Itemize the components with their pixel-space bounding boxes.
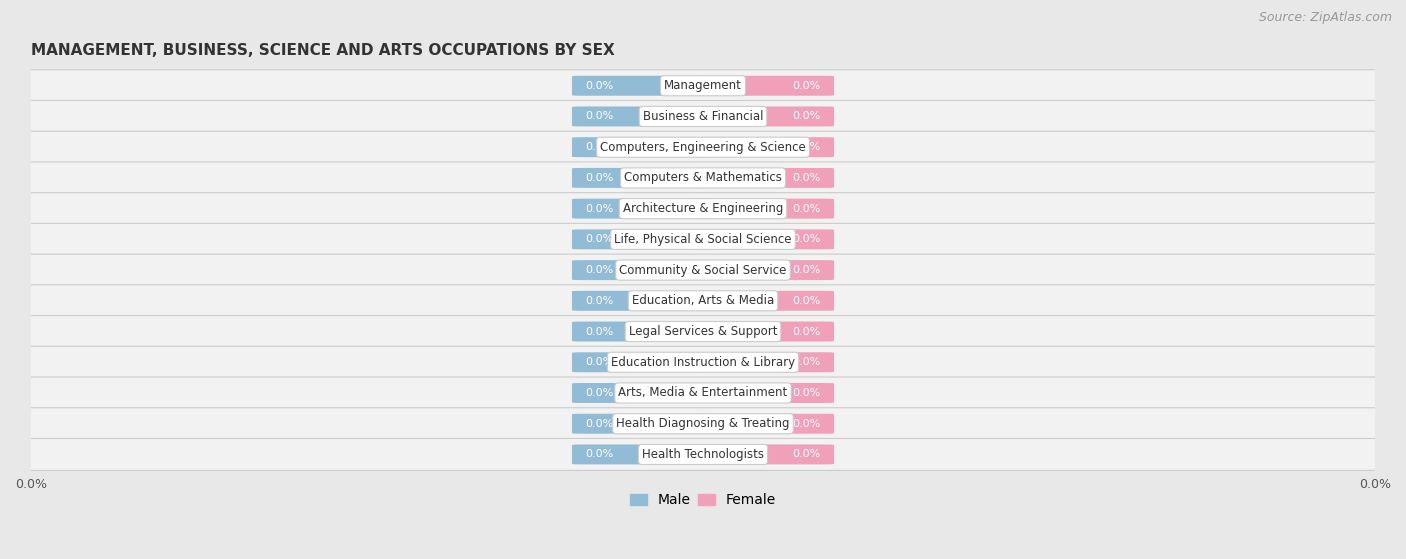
FancyBboxPatch shape (572, 414, 713, 434)
Text: Education Instruction & Library: Education Instruction & Library (612, 356, 794, 369)
Text: 0.0%: 0.0% (585, 203, 613, 214)
FancyBboxPatch shape (572, 229, 713, 249)
Text: MANAGEMENT, BUSINESS, SCIENCE AND ARTS OCCUPATIONS BY SEX: MANAGEMENT, BUSINESS, SCIENCE AND ARTS O… (31, 43, 614, 58)
FancyBboxPatch shape (693, 137, 834, 157)
Text: 0.0%: 0.0% (585, 326, 613, 337)
Text: 0.0%: 0.0% (793, 449, 821, 459)
FancyBboxPatch shape (693, 321, 834, 342)
Text: 0.0%: 0.0% (585, 296, 613, 306)
Text: 0.0%: 0.0% (793, 357, 821, 367)
FancyBboxPatch shape (693, 260, 834, 280)
Text: Community & Social Service: Community & Social Service (619, 264, 787, 277)
FancyBboxPatch shape (572, 444, 713, 465)
FancyBboxPatch shape (17, 70, 1389, 102)
Legend: Male, Female: Male, Female (624, 487, 782, 513)
Text: 0.0%: 0.0% (585, 357, 613, 367)
FancyBboxPatch shape (693, 383, 834, 403)
Text: Legal Services & Support: Legal Services & Support (628, 325, 778, 338)
FancyBboxPatch shape (17, 316, 1389, 348)
FancyBboxPatch shape (572, 260, 713, 280)
FancyBboxPatch shape (572, 198, 713, 219)
Text: Computers, Engineering & Science: Computers, Engineering & Science (600, 141, 806, 154)
Text: 0.0%: 0.0% (793, 296, 821, 306)
Text: 0.0%: 0.0% (793, 419, 821, 429)
Text: 0.0%: 0.0% (585, 173, 613, 183)
FancyBboxPatch shape (17, 101, 1389, 132)
FancyBboxPatch shape (572, 352, 713, 372)
FancyBboxPatch shape (17, 408, 1389, 440)
FancyBboxPatch shape (693, 414, 834, 434)
Text: Management: Management (664, 79, 742, 92)
Text: 0.0%: 0.0% (585, 234, 613, 244)
FancyBboxPatch shape (693, 76, 834, 96)
Text: 0.0%: 0.0% (585, 449, 613, 459)
FancyBboxPatch shape (17, 438, 1389, 471)
Text: 0.0%: 0.0% (585, 388, 613, 398)
Text: Education, Arts & Media: Education, Arts & Media (631, 295, 775, 307)
FancyBboxPatch shape (17, 346, 1389, 378)
Text: 0.0%: 0.0% (793, 142, 821, 152)
FancyBboxPatch shape (17, 193, 1389, 225)
Text: 0.0%: 0.0% (585, 111, 613, 121)
Text: 0.0%: 0.0% (793, 173, 821, 183)
FancyBboxPatch shape (693, 352, 834, 372)
Text: Arts, Media & Entertainment: Arts, Media & Entertainment (619, 386, 787, 400)
FancyBboxPatch shape (572, 321, 713, 342)
Text: Computers & Mathematics: Computers & Mathematics (624, 172, 782, 184)
FancyBboxPatch shape (572, 76, 713, 96)
FancyBboxPatch shape (572, 383, 713, 403)
FancyBboxPatch shape (693, 106, 834, 126)
Text: 0.0%: 0.0% (793, 111, 821, 121)
FancyBboxPatch shape (572, 291, 713, 311)
FancyBboxPatch shape (17, 377, 1389, 409)
Text: Health Technologists: Health Technologists (643, 448, 763, 461)
Text: 0.0%: 0.0% (585, 80, 613, 91)
Text: Life, Physical & Social Science: Life, Physical & Social Science (614, 233, 792, 246)
Text: 0.0%: 0.0% (585, 419, 613, 429)
FancyBboxPatch shape (693, 198, 834, 219)
Text: 0.0%: 0.0% (793, 265, 821, 275)
FancyBboxPatch shape (693, 444, 834, 465)
FancyBboxPatch shape (572, 106, 713, 126)
FancyBboxPatch shape (693, 229, 834, 249)
FancyBboxPatch shape (17, 162, 1389, 194)
Text: Health Diagnosing & Treating: Health Diagnosing & Treating (616, 417, 790, 430)
FancyBboxPatch shape (572, 168, 713, 188)
Text: Business & Financial: Business & Financial (643, 110, 763, 123)
Text: 0.0%: 0.0% (793, 388, 821, 398)
FancyBboxPatch shape (17, 254, 1389, 286)
Text: Source: ZipAtlas.com: Source: ZipAtlas.com (1258, 11, 1392, 24)
Text: Architecture & Engineering: Architecture & Engineering (623, 202, 783, 215)
FancyBboxPatch shape (693, 291, 834, 311)
FancyBboxPatch shape (17, 131, 1389, 163)
FancyBboxPatch shape (572, 137, 713, 157)
Text: 0.0%: 0.0% (793, 80, 821, 91)
FancyBboxPatch shape (17, 224, 1389, 255)
Text: 0.0%: 0.0% (585, 265, 613, 275)
FancyBboxPatch shape (693, 168, 834, 188)
FancyBboxPatch shape (17, 285, 1389, 317)
Text: 0.0%: 0.0% (793, 203, 821, 214)
Text: 0.0%: 0.0% (585, 142, 613, 152)
Text: 0.0%: 0.0% (793, 234, 821, 244)
Text: 0.0%: 0.0% (793, 326, 821, 337)
